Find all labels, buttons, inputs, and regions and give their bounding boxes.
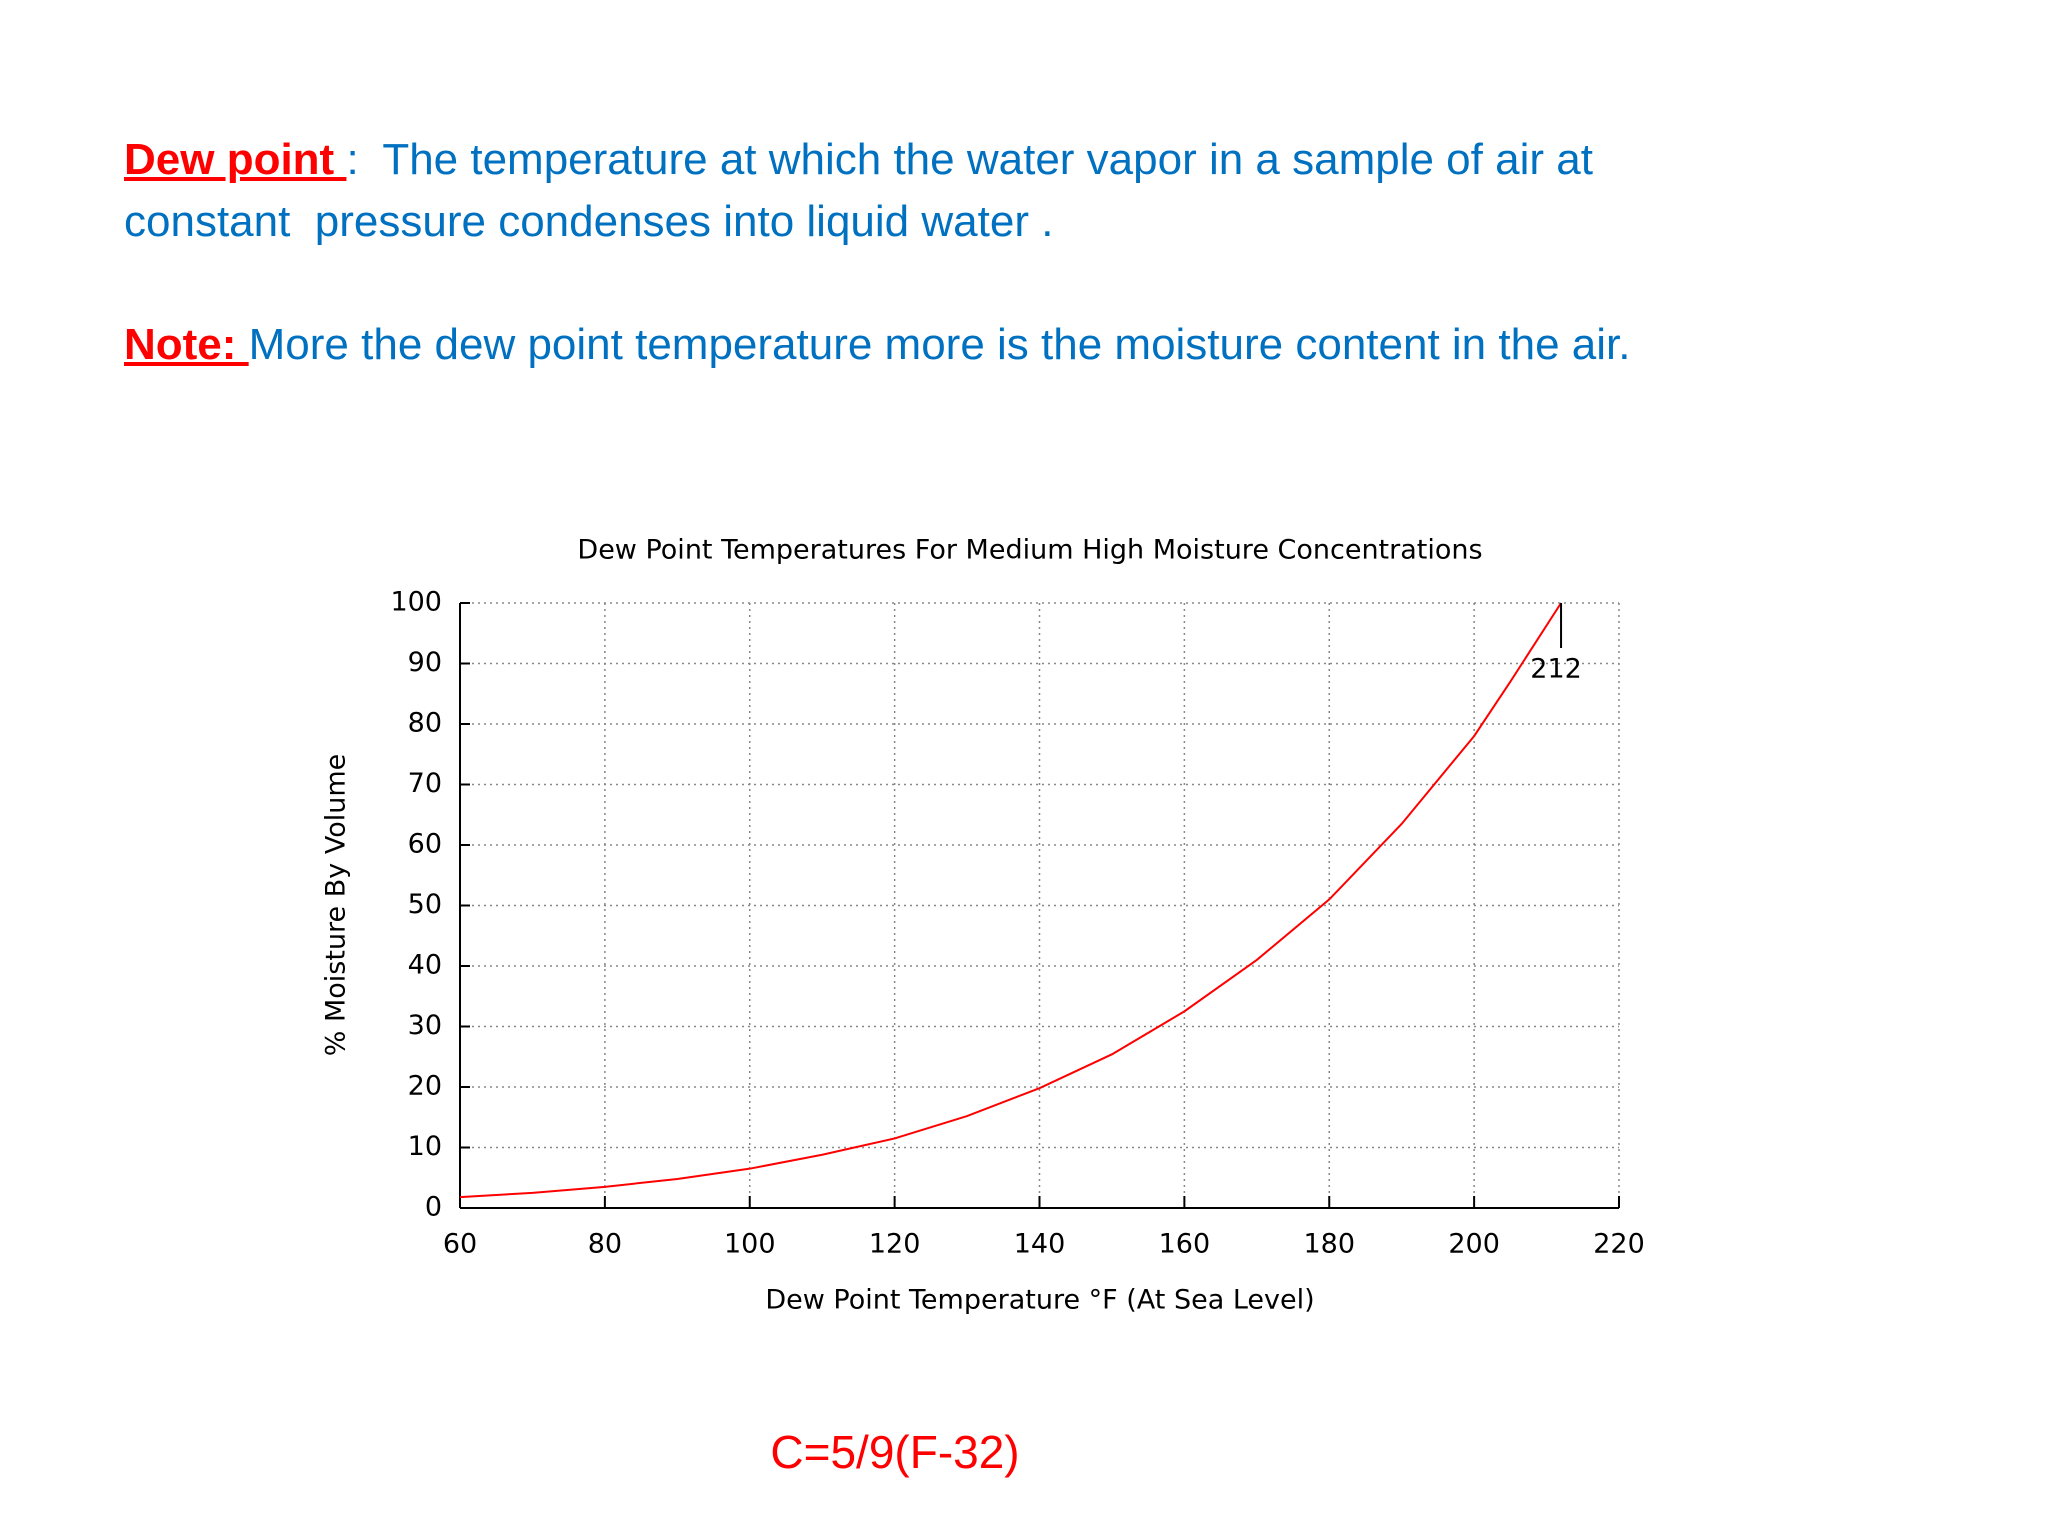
y-tick-label: 60 bbox=[408, 829, 442, 860]
x-tick-label: 100 bbox=[724, 1229, 776, 1260]
y-tick-label: 10 bbox=[408, 1131, 442, 1162]
note-term: Note: bbox=[124, 320, 249, 369]
data-line bbox=[459, 602, 1562, 1199]
x-tick-label: 140 bbox=[1014, 1229, 1066, 1260]
definition-line: constant pressure condenses into liquid … bbox=[124, 197, 1054, 246]
x-tick-label: 60 bbox=[443, 1229, 477, 1260]
annotation-label: 212 bbox=[1530, 654, 1582, 685]
formula: C=5/9(F-32) bbox=[770, 1426, 1020, 1478]
y-tick-label: 90 bbox=[408, 647, 442, 678]
y-tick-label: 0 bbox=[425, 1192, 442, 1223]
x-tick-label: 160 bbox=[1159, 1229, 1211, 1260]
y-tick-label: 100 bbox=[390, 587, 442, 618]
note-line: Note: More the dew point temperature mor… bbox=[124, 320, 1630, 370]
term: Dew point bbox=[124, 135, 347, 184]
y-axis-label: % Moisture By Volume bbox=[321, 754, 352, 1057]
x-tick-label: 120 bbox=[869, 1229, 921, 1260]
y-tick-label: 20 bbox=[408, 1071, 442, 1102]
y-tick-label: 30 bbox=[408, 1010, 442, 1041]
y-tick-label: 40 bbox=[408, 950, 442, 981]
x-tick-label: 220 bbox=[1593, 1229, 1645, 1260]
note-text: More the dew point temperature more is t… bbox=[248, 320, 1631, 369]
x-tick-label: 180 bbox=[1303, 1229, 1355, 1260]
y-tick-label: 80 bbox=[408, 708, 442, 739]
x-tick-label: 200 bbox=[1448, 1229, 1500, 1260]
definition-text: : The temperature at which the water vap… bbox=[346, 135, 1593, 184]
x-axis-label: Dew Point Temperature °F (At Sea Level) bbox=[765, 1285, 1314, 1316]
chart-title: Dew Point Temperatures For Medium High M… bbox=[577, 535, 1482, 566]
definition-line: Dew point : The temperature at which the… bbox=[124, 135, 1593, 185]
y-tick-label: 70 bbox=[408, 768, 442, 799]
x-tick-label: 80 bbox=[588, 1229, 622, 1260]
y-tick-label: 50 bbox=[408, 889, 442, 920]
